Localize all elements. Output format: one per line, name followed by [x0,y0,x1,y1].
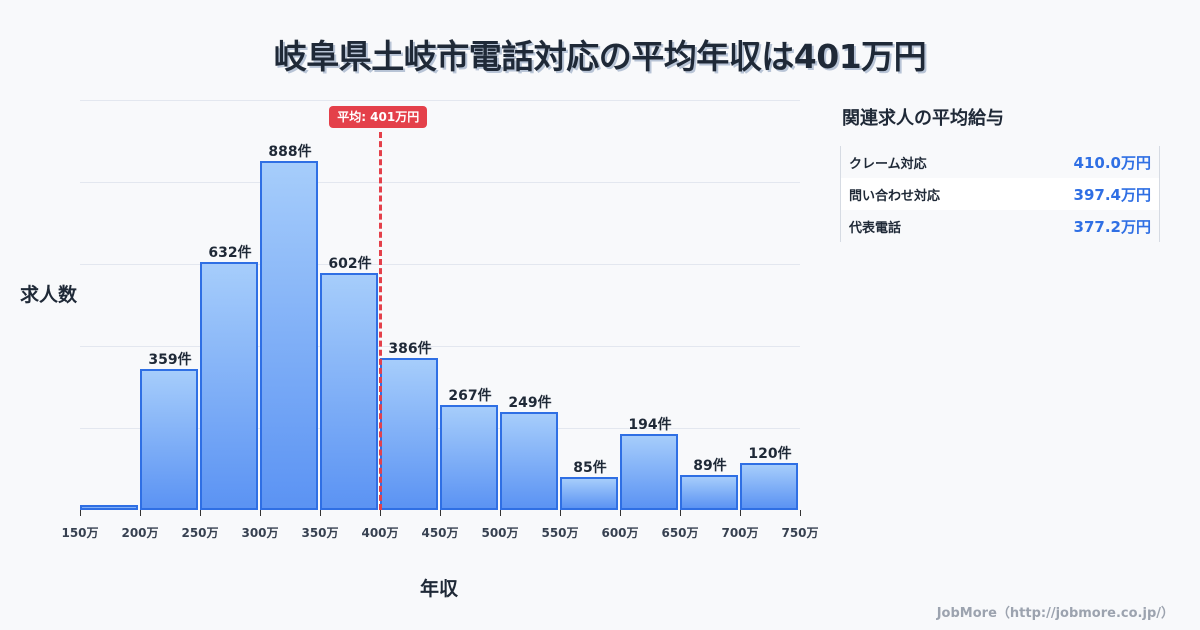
histogram-bar [740,462,798,510]
x-axis-label: 年収 [420,578,459,600]
x-tick [560,510,561,516]
bar-value-label: 359件 [148,351,192,368]
job-salary: 410.0万円 [1073,153,1151,172]
histogram-bar [500,412,558,510]
job-salary: 377.2万円 [1073,217,1151,236]
bar-value-label: 888件 [268,143,312,160]
x-tick [260,510,261,516]
related-salary-row: 代表電話 377.2万円 [841,210,1159,242]
job-name: 代表電話 [849,220,902,236]
x-tick-label: 450万 [421,526,459,540]
histogram-bar [140,368,198,510]
x-tick [620,510,621,516]
x-tick-label: 350万 [301,526,339,540]
x-tick-label: 550万 [541,526,579,540]
bar-value-label: 249件 [508,395,552,412]
x-tick [800,510,801,516]
x-tick [80,510,81,516]
related-salary-row: 問い合わせ対応 397.4万円 [841,178,1159,210]
histogram-bar [380,358,438,510]
histogram-bar [80,505,138,510]
x-tick [440,510,441,516]
x-tick [320,510,321,516]
histogram-bar [560,476,618,510]
bar-value-label: 386件 [388,341,432,358]
x-tick [200,510,201,516]
x-tick-label: 300万 [241,526,279,540]
x-tick-label: 600万 [601,526,639,540]
job-name: 問い合わせ対応 [849,188,941,204]
histogram-bar [680,475,738,510]
x-tick [500,510,501,516]
x-tick [380,510,381,516]
bar-value-label: 85件 [573,459,607,476]
histogram-bar [200,261,258,510]
histogram-plot-area: 359件 632件 888件 602件 386件 267件 249件 85件 194件 89件 12… [80,100,800,510]
histogram-bar [620,433,678,510]
x-tick [140,510,141,516]
x-tick-label: 750万 [781,526,819,540]
average-badge: 平均: 401万円 [329,106,428,128]
job-name: クレーム対応 [849,156,927,172]
histogram-bar [440,405,498,510]
gridline [80,346,800,347]
bar-value-label: 602件 [328,256,372,273]
x-tick [740,510,741,516]
histogram-bar [260,160,318,510]
average-line [379,132,383,510]
related-salary-row: クレーム対応 410.0万円 [841,146,1159,178]
x-tick-label: 200万 [121,526,159,540]
source-credit: JobMore（http://jobmore.co.jp/） [936,606,1174,621]
x-tick-label: 250万 [181,526,219,540]
x-tick-label: 700万 [721,526,759,540]
x-tick-label: 500万 [481,526,519,540]
histogram-bar [320,273,378,510]
x-tick-label: 150万 [61,526,99,540]
y-axis-label: 求人数 [20,284,78,306]
related-salary-title: 関連求人の平均給与 [842,108,1004,129]
page-title: 岐阜県土岐市電話対応の平均年収は401万円 [273,37,927,76]
gridline [80,182,800,183]
gridline [80,264,800,265]
x-tick-label: 400万 [361,526,399,540]
bar-value-label: 120件 [748,445,792,462]
bar-value-label: 632件 [208,244,252,261]
bar-value-label: 89件 [693,458,727,474]
related-salary-table: クレーム対応 410.0万円 問い合わせ対応 397.4万円 代表電話 377.… [840,146,1160,242]
job-salary: 397.4万円 [1073,185,1151,204]
gridline [80,100,800,101]
bar-value-label: 194件 [628,416,672,433]
bar-value-label: 267件 [448,388,492,405]
x-tick [680,510,681,516]
x-tick-label: 650万 [661,526,699,540]
